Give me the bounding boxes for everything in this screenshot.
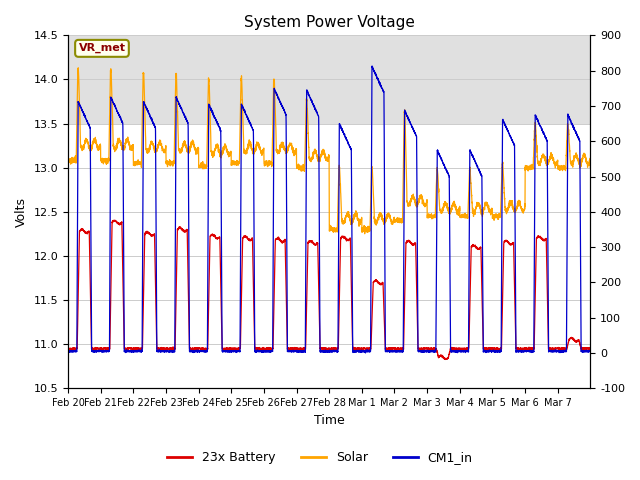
X-axis label: Time: Time bbox=[314, 414, 344, 427]
23x Battery bbox=[586, 346, 594, 352]
CM1_in bbox=[369, 64, 376, 70]
Solar bbox=[83, 138, 90, 144]
23x Battery bbox=[83, 229, 90, 235]
Solar bbox=[383, 213, 390, 219]
Line: CM1_in: CM1_in bbox=[68, 66, 590, 353]
Y-axis label: Volts: Volts bbox=[15, 197, 28, 227]
CM1_in bbox=[265, 348, 273, 354]
Line: 23x Battery: 23x Battery bbox=[68, 220, 590, 360]
Bar bbox=[68, 36, 590, 123]
23x Battery bbox=[463, 345, 470, 351]
CM1_in bbox=[383, 348, 390, 354]
CM1_in bbox=[362, 350, 369, 356]
CM1_in bbox=[586, 348, 594, 354]
Solar bbox=[74, 65, 82, 71]
23x Battery bbox=[110, 217, 118, 223]
CM1_in bbox=[310, 103, 317, 108]
Solar bbox=[463, 213, 470, 218]
23x Battery bbox=[369, 303, 376, 309]
23x Battery bbox=[442, 357, 449, 362]
Legend: 23x Battery, Solar, CM1_in: 23x Battery, Solar, CM1_in bbox=[163, 446, 477, 469]
23x Battery bbox=[64, 346, 72, 351]
CM1_in bbox=[83, 117, 90, 123]
23x Battery bbox=[310, 240, 317, 246]
Solar bbox=[369, 170, 376, 176]
Line: Solar: Solar bbox=[68, 68, 590, 234]
Solar bbox=[64, 157, 72, 163]
Title: System Power Voltage: System Power Voltage bbox=[244, 15, 415, 30]
Solar bbox=[265, 161, 273, 167]
CM1_in bbox=[463, 348, 470, 354]
CM1_in bbox=[368, 63, 376, 69]
Solar bbox=[361, 231, 369, 237]
CM1_in bbox=[64, 348, 72, 354]
23x Battery bbox=[383, 345, 390, 351]
Solar bbox=[310, 152, 317, 157]
23x Battery bbox=[265, 345, 273, 350]
Solar bbox=[586, 165, 594, 170]
Text: VR_met: VR_met bbox=[79, 43, 125, 53]
